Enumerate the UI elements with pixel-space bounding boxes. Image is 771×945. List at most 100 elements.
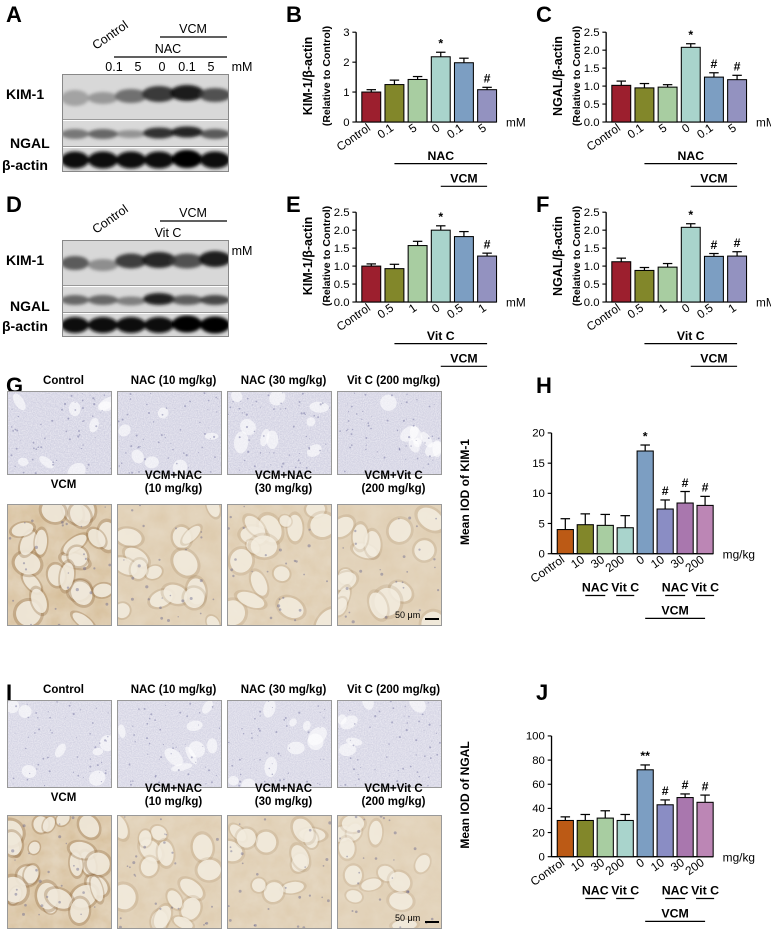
svg-text:2.5: 2.5 xyxy=(334,207,350,219)
svg-text:0.5: 0.5 xyxy=(375,300,397,321)
svg-text:20: 20 xyxy=(532,827,545,839)
svg-text:1: 1 xyxy=(406,301,419,316)
svg-text:#: # xyxy=(682,476,689,490)
svg-text:1.0: 1.0 xyxy=(584,81,600,93)
svg-text:1.5: 1.5 xyxy=(584,243,600,255)
svg-text:Vit C: Vit C xyxy=(691,884,719,898)
svg-text:0.0: 0.0 xyxy=(584,297,600,309)
svg-text:0.5: 0.5 xyxy=(694,300,716,321)
svg-text:*: * xyxy=(438,210,443,224)
svg-text:1: 1 xyxy=(475,301,488,316)
svg-text:100: 100 xyxy=(526,731,545,743)
svg-text:NAC: NAC xyxy=(662,884,689,898)
svg-text:NAC: NAC xyxy=(155,42,181,56)
svg-text:3: 3 xyxy=(343,27,349,39)
svg-text:VCM: VCM xyxy=(661,907,688,921)
svg-text:#: # xyxy=(662,484,669,498)
svg-text:mM: mM xyxy=(756,296,771,310)
svg-text:1.0: 1.0 xyxy=(584,261,600,273)
svg-text:NAC: NAC xyxy=(427,149,454,163)
svg-text:Vit C: Vit C xyxy=(155,226,182,240)
svg-text:#: # xyxy=(711,57,718,71)
svg-text:Vit C: Vit C xyxy=(611,884,639,898)
svg-text:40: 40 xyxy=(532,803,545,815)
svg-text:#: # xyxy=(484,72,491,86)
svg-text:VCM: VCM xyxy=(179,206,207,220)
svg-text:200: 200 xyxy=(683,855,708,878)
svg-text:VCM: VCM xyxy=(450,352,477,366)
svg-text:#: # xyxy=(711,238,718,252)
svg-text:*: * xyxy=(643,429,648,443)
svg-text:0.5: 0.5 xyxy=(334,279,350,291)
svg-text:10: 10 xyxy=(568,855,587,874)
svg-text:Control: Control xyxy=(334,121,373,154)
svg-text:20: 20 xyxy=(532,428,545,440)
svg-text:1: 1 xyxy=(343,87,349,99)
svg-text:1: 1 xyxy=(656,301,669,316)
svg-text:Vit C: Vit C xyxy=(611,581,639,595)
svg-text:5: 5 xyxy=(135,60,142,74)
svg-text:200: 200 xyxy=(683,552,708,575)
svg-text:0.1: 0.1 xyxy=(694,121,715,142)
svg-text:0.5: 0.5 xyxy=(584,99,600,111)
svg-text:NAC: NAC xyxy=(582,884,609,898)
svg-text:VCM: VCM xyxy=(700,352,727,366)
svg-text:0: 0 xyxy=(633,552,647,567)
svg-text:mM: mM xyxy=(232,60,253,74)
svg-text:Control: Control xyxy=(90,202,131,237)
svg-text:*: * xyxy=(438,37,443,51)
svg-text:0: 0 xyxy=(343,117,349,129)
svg-text:10: 10 xyxy=(532,488,545,500)
svg-text:0.1: 0.1 xyxy=(625,121,646,142)
svg-text:#: # xyxy=(702,779,709,793)
svg-text:2.5: 2.5 xyxy=(584,27,600,39)
svg-text:0: 0 xyxy=(633,855,647,870)
svg-text:1.5: 1.5 xyxy=(334,243,350,255)
svg-text:0.1: 0.1 xyxy=(178,60,195,74)
svg-text:10: 10 xyxy=(568,552,587,571)
svg-text:60: 60 xyxy=(532,779,545,791)
svg-text:5: 5 xyxy=(208,60,215,74)
svg-text:#: # xyxy=(734,236,741,250)
svg-text:Vit C: Vit C xyxy=(677,329,705,343)
svg-text:VCM: VCM xyxy=(700,172,727,186)
svg-text:mM: mM xyxy=(232,244,253,258)
svg-text:10: 10 xyxy=(648,855,667,874)
svg-text:mM: mM xyxy=(756,116,771,130)
svg-text:1.0: 1.0 xyxy=(334,261,350,273)
svg-text:0.5: 0.5 xyxy=(444,300,466,321)
svg-text:**: ** xyxy=(640,749,650,763)
svg-text:VCM: VCM xyxy=(179,22,207,36)
svg-text:Vit C: Vit C xyxy=(427,329,455,343)
svg-text:mM: mM xyxy=(506,296,526,310)
svg-text:200: 200 xyxy=(603,855,628,878)
svg-text:VCM: VCM xyxy=(450,172,477,186)
svg-text:5: 5 xyxy=(539,518,545,530)
svg-text:NAC: NAC xyxy=(662,581,689,595)
svg-text:mg/kg: mg/kg xyxy=(723,850,755,864)
svg-text:0: 0 xyxy=(539,852,545,864)
svg-text:Vit C: Vit C xyxy=(691,581,719,595)
svg-text:0.1: 0.1 xyxy=(444,121,465,142)
svg-text:NAC: NAC xyxy=(582,581,609,595)
svg-text:2.0: 2.0 xyxy=(334,225,350,237)
svg-text:NAC: NAC xyxy=(677,149,704,163)
svg-text:#: # xyxy=(662,784,669,798)
svg-text:mM: mM xyxy=(506,116,526,130)
svg-text:mg/kg: mg/kg xyxy=(723,547,755,561)
svg-text:10: 10 xyxy=(648,552,667,571)
svg-text:#: # xyxy=(682,778,689,792)
svg-text:1.5: 1.5 xyxy=(584,63,600,75)
svg-text:Control: Control xyxy=(90,18,131,53)
svg-text:VCM: VCM xyxy=(661,604,688,618)
svg-text:0: 0 xyxy=(539,549,545,561)
svg-text:2.5: 2.5 xyxy=(584,207,600,219)
svg-text:Control: Control xyxy=(528,855,567,888)
svg-text:0.5: 0.5 xyxy=(625,300,647,321)
svg-text:0.0: 0.0 xyxy=(334,297,350,309)
svg-text:2: 2 xyxy=(343,57,349,69)
svg-text:#: # xyxy=(734,60,741,74)
svg-text:0.1: 0.1 xyxy=(375,121,396,142)
svg-text:Control: Control xyxy=(528,552,567,585)
svg-text:2.0: 2.0 xyxy=(584,225,600,237)
